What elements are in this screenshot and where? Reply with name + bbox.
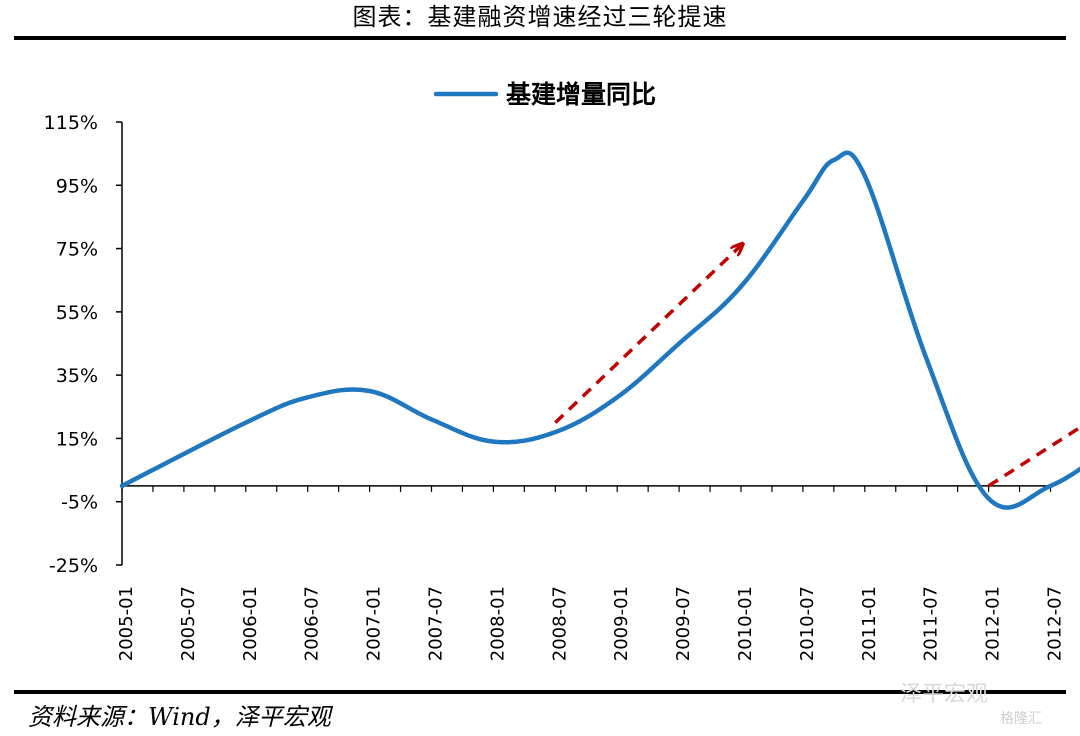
x-tick-label: 2012-01	[983, 586, 1004, 661]
x-tick-label: 2009-01	[611, 586, 632, 661]
y-tick-label: 95%	[56, 175, 98, 197]
x-tick-label: 2012-07	[1045, 586, 1066, 661]
x-tick-label: 2005-01	[116, 586, 137, 661]
x-tick-label: 2006-01	[240, 586, 261, 661]
x-tick-label: 2011-01	[859, 586, 880, 661]
y-tick-label: 35%	[56, 365, 98, 387]
x-tick-label: 2007-01	[364, 586, 385, 661]
y-tick-label: 15%	[56, 428, 98, 450]
line-chart: 基建增量同比 115% 95% 75% 55% 35% 15% -5% -25% 2005-01…	[44, 80, 1080, 661]
y-tick-label: -25%	[49, 555, 98, 577]
x-tick-label: 2005-07	[178, 586, 199, 661]
x-tick-label: 2008-01	[487, 586, 508, 661]
trend-arrow-2	[987, 425, 1080, 488]
chart-title: 图表：基建融资增速经过三轮提速	[352, 3, 728, 31]
x-tick-label: 2010-07	[797, 586, 818, 661]
x-tick-label: 2011-07	[921, 586, 942, 661]
bottom-rule	[14, 690, 1066, 694]
x-tick-label: 2010-01	[735, 586, 756, 661]
top-rule	[14, 36, 1066, 40]
y-tick-label: 75%	[56, 239, 98, 261]
watermark: 泽平宏观	[900, 682, 989, 707]
y-tick-label: -5%	[61, 492, 98, 514]
source-note: 资料来源：Wind，泽平宏观	[28, 703, 331, 731]
y-tick-label: 55%	[56, 302, 98, 324]
series-line-jijian	[119, 150, 1080, 510]
axes: 115% 95% 75% 55% 35% 15% -5% -25% 2005-01 2005-07…	[44, 112, 1066, 661]
legend-label: 基建增量同比	[506, 80, 656, 109]
trend-arrow-1	[554, 245, 741, 424]
x-tick-label: 2006-07	[302, 586, 323, 661]
trend-arrows	[554, 245, 1080, 488]
series-layer	[119, 150, 1080, 510]
legend: 基建增量同比	[433, 80, 656, 109]
x-tick-label: 2008-07	[549, 586, 570, 661]
x-tick-label: 2009-07	[673, 586, 694, 661]
x-tick-label: 2007-07	[426, 586, 447, 661]
y-tick-label: 115%	[44, 112, 98, 134]
watermark-site: 格隆汇	[1000, 711, 1042, 727]
